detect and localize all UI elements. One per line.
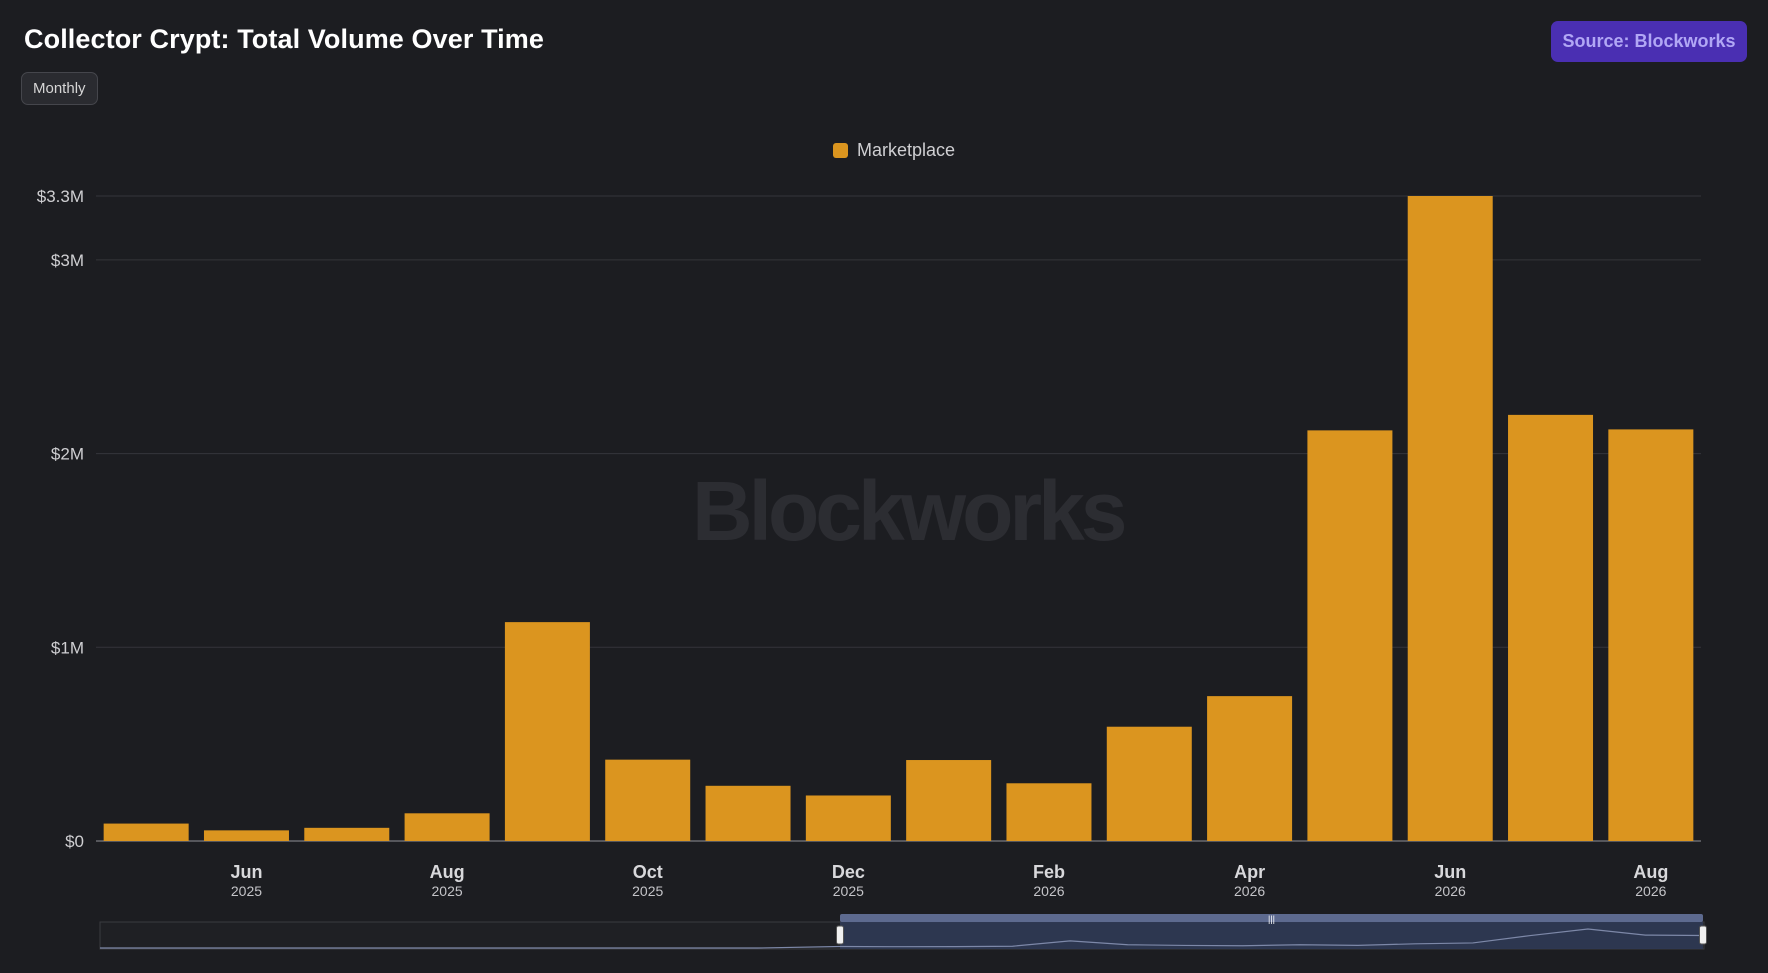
y-tick-label: $2M <box>51 445 84 464</box>
x-tick-month: Oct <box>633 862 663 882</box>
source-button[interactable]: Source: Blockworks <box>1551 21 1747 62</box>
legend-item-marketplace[interactable]: Marketplace <box>833 140 955 161</box>
x-tick-month: Apr <box>1234 862 1265 882</box>
bar[interactable] <box>1608 429 1694 841</box>
bar[interactable] <box>1307 430 1393 841</box>
y-tick-label: $3.3M <box>37 187 84 206</box>
bar[interactable] <box>805 795 891 841</box>
bar[interactable] <box>1207 696 1293 841</box>
navigator-selection[interactable] <box>840 922 1703 949</box>
scrollbar-grip-icon: ||| <box>1268 914 1275 924</box>
bar[interactable] <box>504 622 590 841</box>
bar-chart: $0$1M$2M$3M$3.3MJun2025Aug2025Oct2025Dec… <box>37 187 1701 899</box>
x-tick-year: 2025 <box>231 883 262 899</box>
x-tick-month: Jun <box>230 862 262 882</box>
navigator-handle-left[interactable] <box>836 925 844 945</box>
legend-swatch <box>833 143 848 158</box>
bar[interactable] <box>605 759 691 841</box>
x-tick-year: 2025 <box>632 883 663 899</box>
bar[interactable] <box>1508 414 1594 841</box>
x-tick-year: 2026 <box>1033 883 1064 899</box>
navigator-scrollbar[interactable] <box>840 914 1703 922</box>
period-selector-button[interactable]: Monthly <box>21 72 98 105</box>
bar[interactable] <box>1106 726 1192 841</box>
bar[interactable] <box>1407 196 1493 841</box>
legend-label: Marketplace <box>857 140 956 160</box>
navigator-series-line <box>100 928 1704 949</box>
bar[interactable] <box>906 760 992 841</box>
bar[interactable] <box>103 823 189 841</box>
bar[interactable] <box>304 827 390 841</box>
bar[interactable] <box>404 813 490 841</box>
x-tick-year: 2025 <box>833 883 864 899</box>
bar[interactable] <box>1006 783 1092 841</box>
x-tick-year: 2026 <box>1234 883 1265 899</box>
x-tick-month: Aug <box>1633 862 1668 882</box>
chart-title: Collector Crypt: Total Volume Over Time <box>24 24 544 54</box>
x-tick-month: Dec <box>832 862 865 882</box>
x-tick-month: Aug <box>430 862 465 882</box>
navigator-handle-right[interactable] <box>1699 925 1707 945</box>
y-tick-label: $3M <box>51 251 84 270</box>
y-tick-label: $1M <box>51 638 84 657</box>
bar[interactable] <box>705 785 791 841</box>
x-tick-year: 2026 <box>1635 883 1666 899</box>
x-tick-year: 2025 <box>432 883 463 899</box>
y-tick-label: $0 <box>65 832 84 851</box>
x-tick-month: Jun <box>1434 862 1466 882</box>
x-tick-year: 2026 <box>1435 883 1466 899</box>
bar[interactable] <box>203 830 289 841</box>
x-tick-month: Feb <box>1033 862 1065 882</box>
